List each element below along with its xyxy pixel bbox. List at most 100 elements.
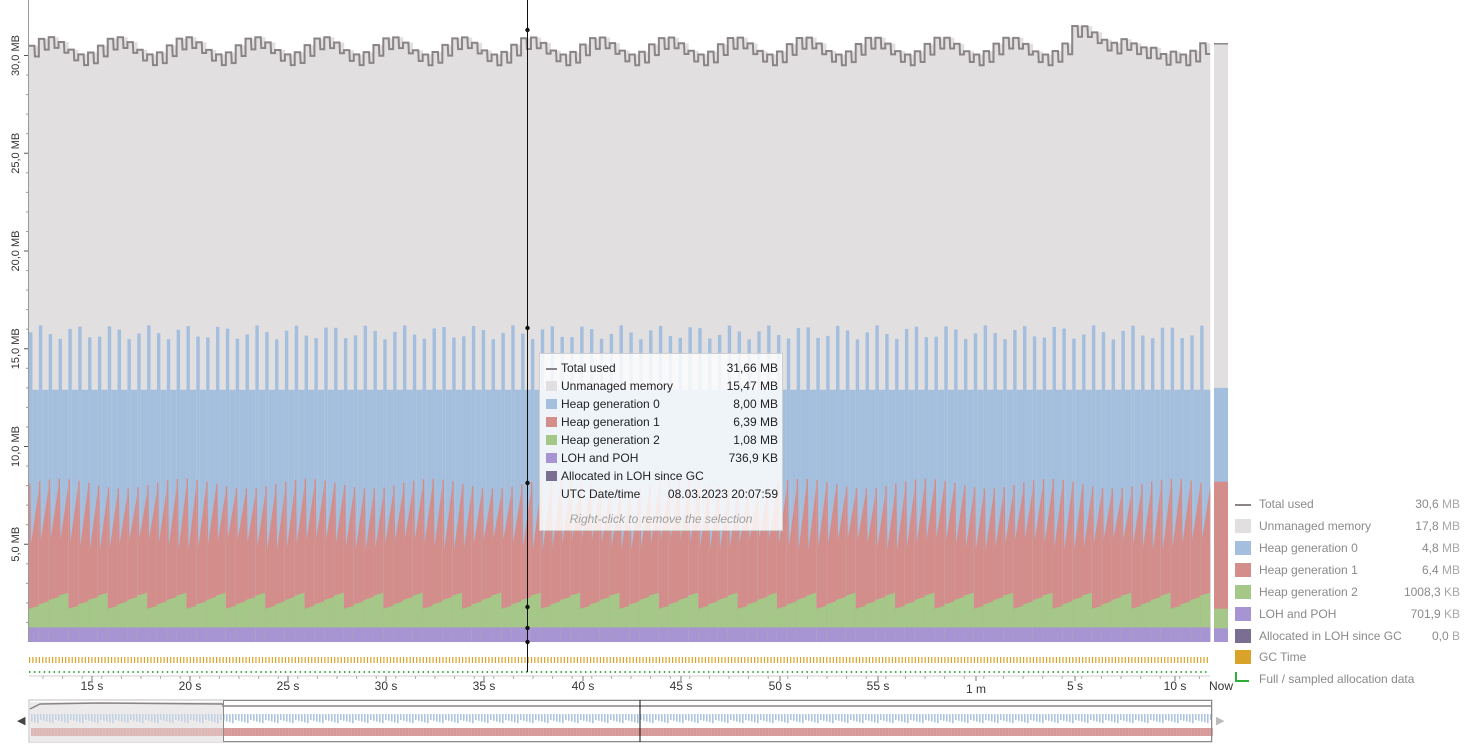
sampled-dot	[147, 671, 149, 673]
legend-item[interactable]: Heap generation 0 4,8 MB	[1234, 538, 1460, 558]
overview-gen0	[298, 714, 300, 721]
sampled-dot	[555, 671, 557, 673]
gc-time-tick	[842, 657, 844, 663]
unmanaged-bar	[196, 42, 207, 642]
sampled-dot	[1155, 671, 1158, 673]
gc-time-tick	[111, 657, 113, 663]
sampled-dot	[781, 671, 784, 673]
legend-label: Heap generation 0	[1259, 541, 1358, 555]
unmanaged-bar	[1091, 32, 1103, 643]
sampled-dot	[137, 671, 139, 673]
overview-gen1	[1024, 728, 1027, 736]
overview-gen1	[328, 728, 331, 736]
gen0-spike	[1180, 338, 1184, 642]
sampled-dot	[530, 671, 533, 673]
sampled-dot	[1111, 671, 1113, 673]
legend-item[interactable]: Heap generation 2 1008,3 KB	[1234, 582, 1460, 602]
overview-gen1	[784, 728, 787, 736]
overview-gen1	[1117, 728, 1120, 736]
overview-gen0	[688, 714, 690, 721]
overview-gen0	[883, 714, 885, 721]
overview-gen1	[43, 728, 46, 736]
unmanaged-bar	[245, 38, 256, 642]
gc-time-tick	[475, 657, 477, 663]
chevron-right-icon[interactable]: ▶	[1216, 715, 1225, 727]
overview-gen1	[523, 728, 526, 736]
loh-bar	[668, 627, 679, 642]
gc-time-tick	[225, 657, 228, 663]
gc-time-tick	[504, 657, 506, 663]
gc-time-tick	[261, 657, 264, 663]
legend-item[interactable]: GC Time	[1234, 647, 1460, 667]
sampled-dot	[402, 671, 405, 673]
legend-item[interactable]: Heap generation 1 6,4 MB	[1234, 560, 1460, 580]
gc-time-tick	[393, 657, 395, 663]
gen0-spike	[314, 338, 318, 642]
overview-gen0	[193, 714, 195, 721]
gen1-bar	[973, 487, 984, 642]
gen0-spike	[97, 336, 102, 642]
sampled-dot	[890, 671, 892, 673]
loh-bar	[88, 627, 99, 642]
gc-time-tick	[445, 657, 447, 663]
gc-time-tick	[406, 657, 408, 663]
gc-time-tick	[1111, 657, 1113, 663]
overview-gen1	[322, 728, 325, 736]
legend-item[interactable]: LOH and POH 701,9 KB	[1234, 604, 1460, 624]
x-tick-label: 5 s	[1067, 679, 1083, 693]
sampled-dot	[604, 671, 607, 673]
gc-time-tick	[612, 657, 615, 663]
overview-gen1	[1189, 728, 1192, 736]
sampled-dot	[211, 671, 213, 673]
overview-gen1	[868, 728, 871, 736]
overview-gen1	[877, 728, 880, 736]
legend-swatch	[1235, 607, 1251, 621]
sampled-dot	[1170, 671, 1173, 673]
overview-gen0	[625, 714, 627, 720]
unmanaged-bar	[97, 45, 109, 642]
overview-gen0	[484, 714, 486, 723]
overview-gen0	[418, 714, 420, 721]
sampled-dot	[132, 671, 134, 673]
gc-time-tick	[1026, 657, 1028, 663]
gc-time-tick	[1085, 657, 1087, 663]
overview-gen0	[334, 714, 336, 723]
gc-time-tick	[383, 657, 385, 663]
gen0-spike	[1111, 339, 1116, 642]
legend-item[interactable]: Allocated in LOH since GC 0,0 B	[1234, 626, 1460, 646]
gc-time-tick	[1196, 657, 1199, 663]
overview-gen1	[1093, 728, 1096, 736]
gc-time-tick	[609, 657, 611, 663]
overview-gen0	[859, 714, 861, 723]
sampled-dot	[560, 671, 562, 673]
sampled-dot	[742, 671, 744, 673]
overview-gen0	[292, 714, 294, 724]
loh-bar	[206, 627, 217, 642]
overview-gen0	[460, 714, 462, 720]
legend-item[interactable]: Unmanaged memory 17,8 MB	[1234, 516, 1460, 536]
legend-value-number: 17,8	[1415, 519, 1442, 533]
sampled-dot	[383, 671, 385, 673]
overview-gen0	[241, 714, 243, 722]
gen0-spike	[294, 325, 299, 642]
overview-gen1	[934, 728, 937, 736]
overview-gen1	[616, 728, 619, 736]
sampled-dot	[1096, 671, 1099, 673]
overview-gen0	[469, 714, 471, 723]
sampled-dot	[954, 671, 956, 673]
legend-value-unit: KB	[1443, 607, 1460, 621]
overview-gen1	[1036, 728, 1039, 736]
sampled-dot	[865, 671, 867, 673]
legend-item[interactable]: Total used 30,6 MB	[1234, 494, 1460, 514]
overview-gen0	[112, 714, 114, 724]
sampled-dot	[565, 671, 567, 673]
overview-gen0	[979, 714, 981, 723]
gc-time-tick	[1062, 657, 1064, 663]
overview-gen0	[448, 714, 450, 721]
overview-gen0	[643, 714, 645, 721]
sampled-dot	[663, 671, 666, 673]
chevron-left-icon[interactable]: ◀	[17, 715, 26, 727]
overview-gen1	[715, 728, 718, 736]
legend-item[interactable]: Full / sampled allocation data	[1234, 669, 1460, 689]
